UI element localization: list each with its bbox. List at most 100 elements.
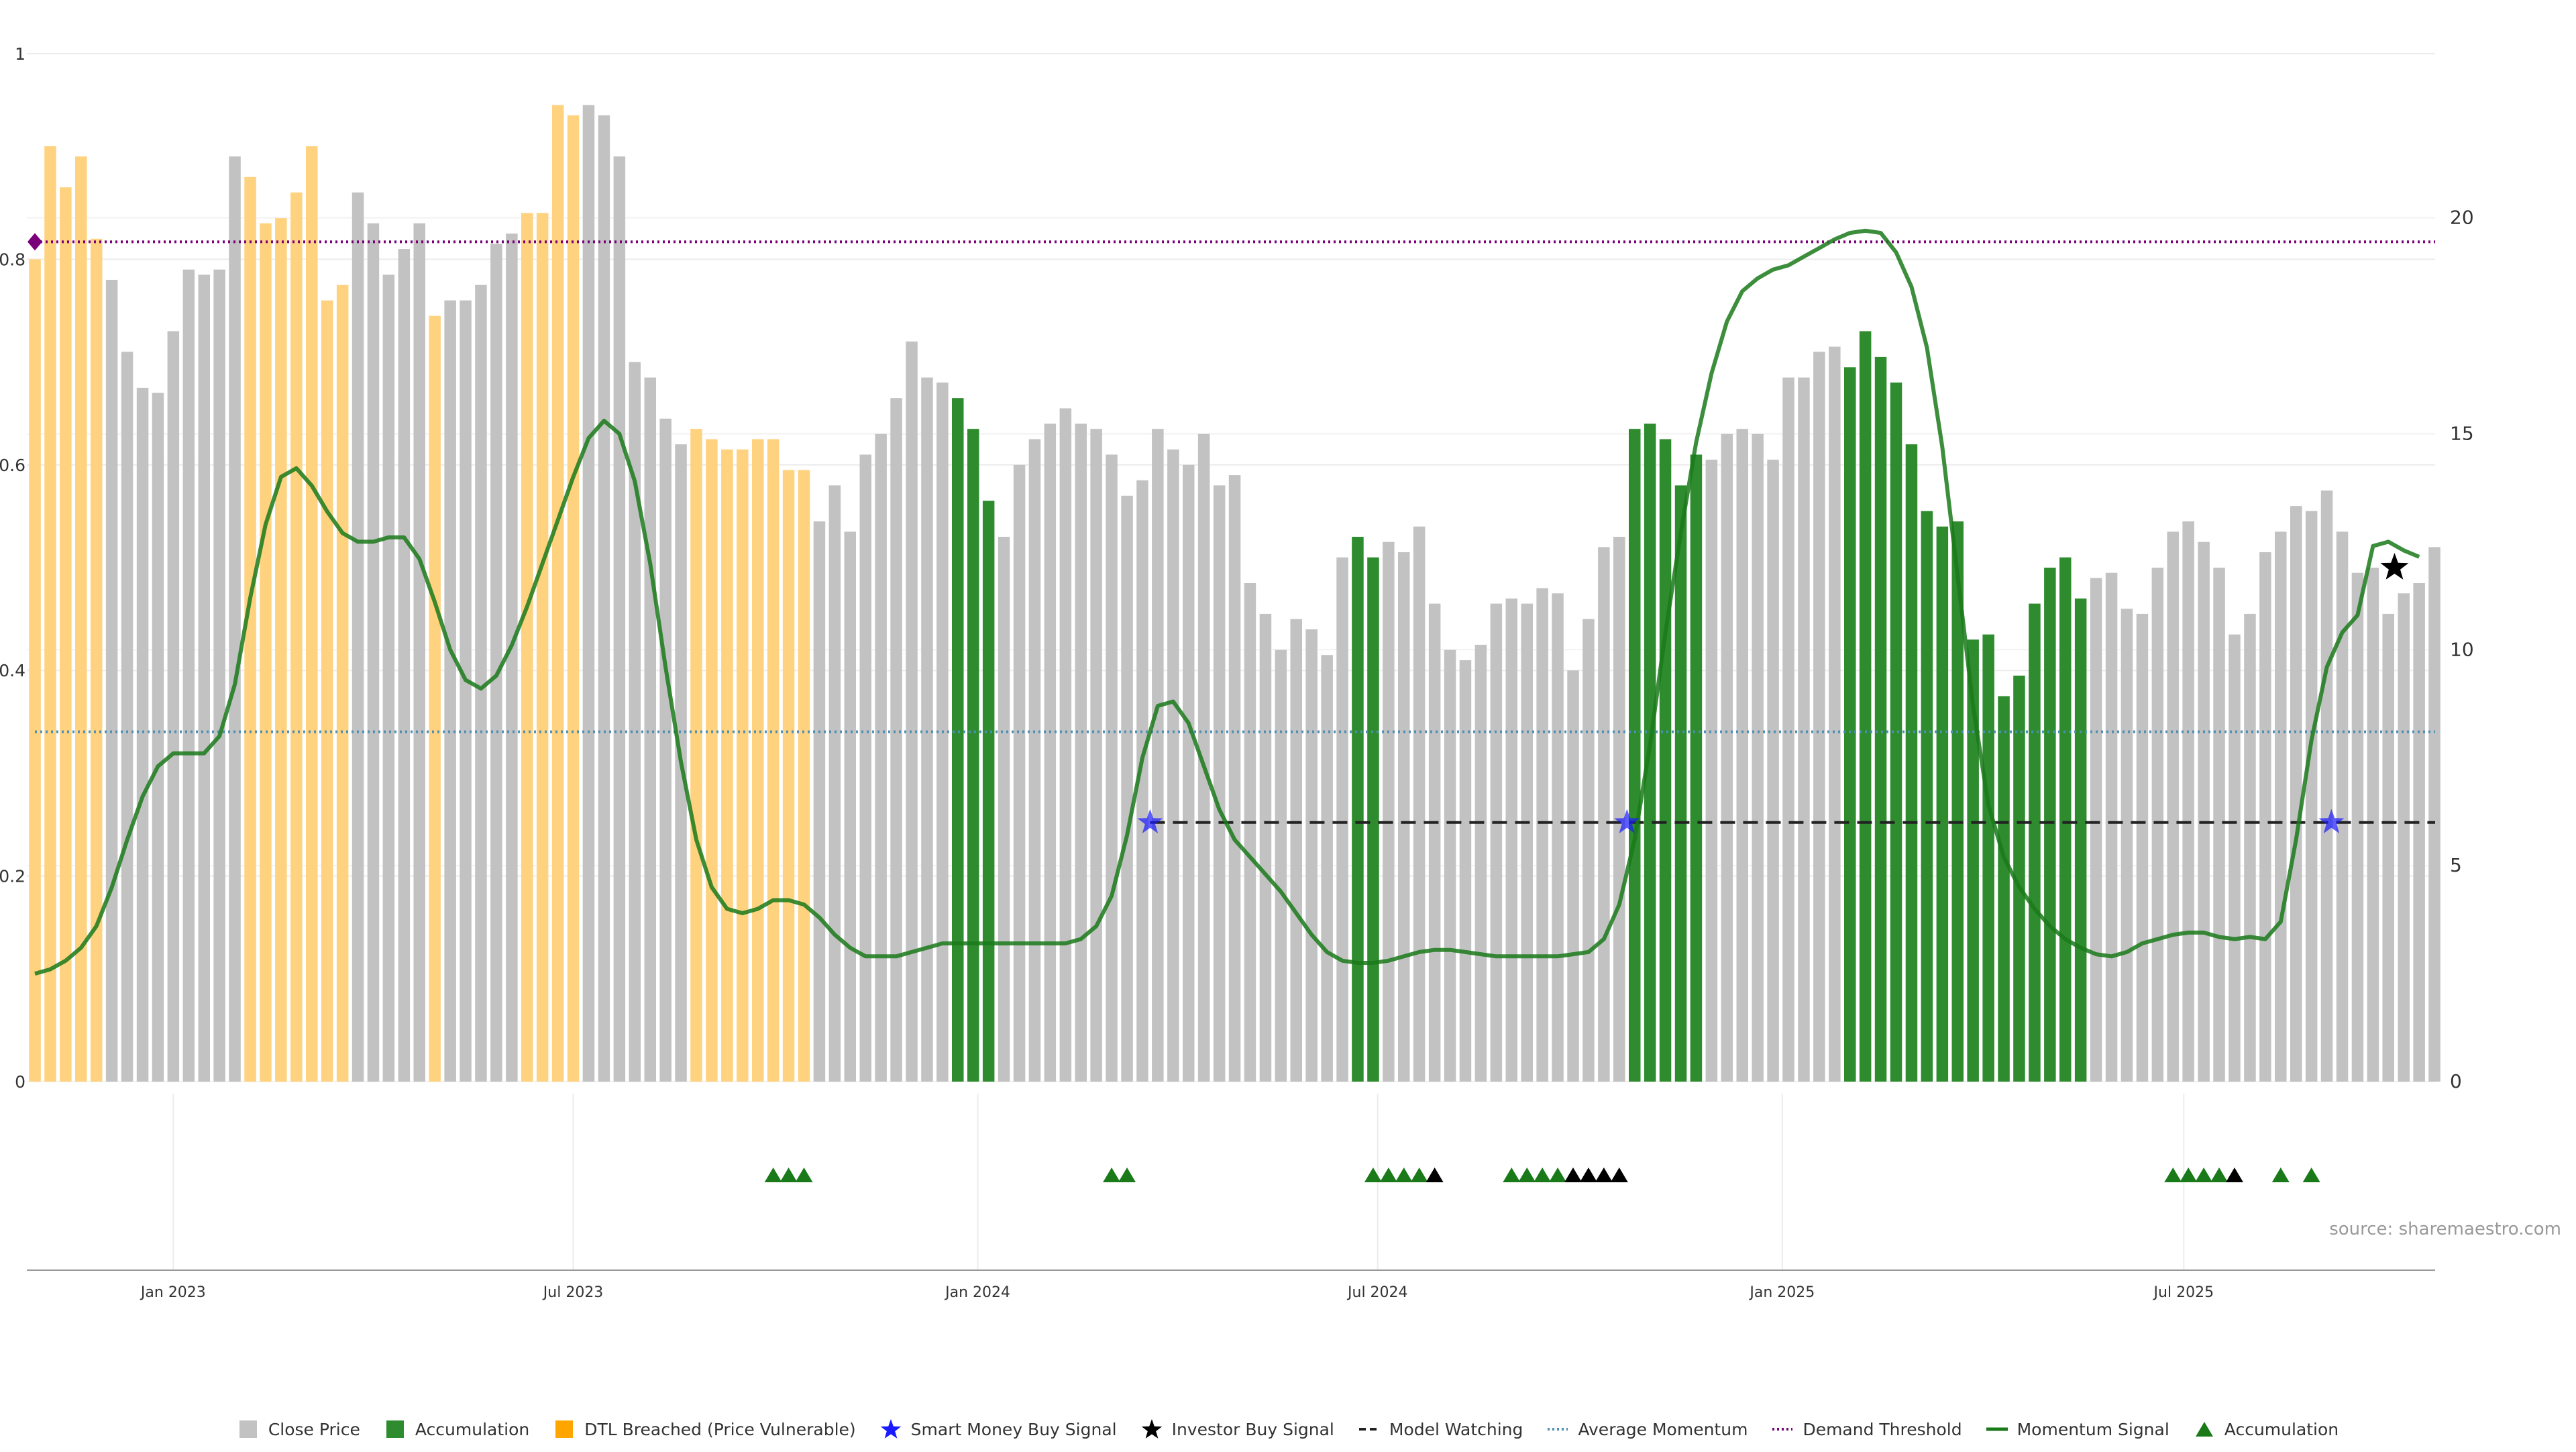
accumulation-bar — [1690, 454, 1703, 1082]
close-price-bar — [1428, 603, 1441, 1082]
close-price-bar — [1798, 377, 1810, 1082]
close-price-bar — [229, 156, 241, 1082]
legend-square-icon — [555, 1420, 574, 1438]
left-axis-tick-label: 0.4 — [0, 661, 25, 680]
dtl-breached-bar — [737, 449, 749, 1082]
legend-square-icon — [386, 1420, 404, 1438]
close-price-bar — [2275, 531, 2287, 1082]
accumulation-triangle — [1610, 1168, 1628, 1182]
close-price-bar — [1197, 433, 1210, 1082]
accumulation-triangle — [1564, 1168, 1582, 1182]
accumulation-bar — [1905, 444, 1918, 1082]
close-price-bar — [2336, 531, 2349, 1082]
close-price-bar — [2182, 521, 2194, 1082]
accumulation-bar — [1982, 634, 1994, 1082]
x-axis-tick-label: Jan 2023 — [140, 1284, 206, 1301]
close-price-bar — [1721, 433, 1733, 1082]
close-price-bar — [2229, 634, 2241, 1082]
accumulation-triangle — [2271, 1168, 2290, 1182]
dtl-breached-bar — [767, 439, 780, 1082]
accumulation-triangle — [1579, 1168, 1597, 1182]
close-price-bar — [2244, 613, 2256, 1082]
close-price-bar — [2413, 583, 2425, 1082]
close-price-bar — [1321, 655, 1333, 1082]
legend-item: Model Watching — [1358, 1418, 1523, 1440]
close-price-bar — [629, 362, 641, 1082]
close-price-bar — [1336, 557, 1348, 1082]
accumulation-triangle — [1549, 1168, 1567, 1182]
accumulation-triangle — [1503, 1168, 1521, 1182]
accumulation-triangle — [1410, 1168, 1428, 1182]
close-price-bar — [2136, 613, 2149, 1082]
accumulation-bar — [967, 429, 979, 1082]
accumulation-triangle — [1426, 1168, 1444, 1182]
close-price-bar — [1767, 460, 1779, 1082]
close-price-bar — [1490, 603, 1503, 1082]
accumulation-triangle — [795, 1168, 813, 1182]
close-price-bar — [198, 274, 210, 1082]
close-price-bar — [998, 537, 1010, 1082]
dtl-breached-bar — [44, 146, 56, 1082]
legend-star-icon — [880, 1419, 901, 1439]
close-price-bar — [828, 485, 841, 1082]
legend-item: Smart Money Buy Signal — [880, 1418, 1117, 1440]
accumulation-bar — [1936, 526, 1949, 1082]
accumulation-bar — [2013, 675, 2025, 1082]
dtl-breached-bar — [706, 439, 718, 1082]
close-price-bar — [136, 387, 149, 1082]
x-axis-tick-label: Jan 2025 — [1748, 1284, 1815, 1301]
accumulation-triangle — [2302, 1168, 2320, 1182]
legend-item: Close Price — [237, 1418, 360, 1440]
close-price-bar — [2198, 541, 2210, 1082]
close-price-bar — [1244, 583, 1256, 1082]
close-price-bar — [2398, 593, 2410, 1082]
legend-dot-icon — [1548, 1428, 1568, 1431]
accumulation-triangle — [1518, 1168, 1536, 1182]
x-axis-tick-label: Jul 2023 — [542, 1284, 604, 1301]
close-price-bar — [213, 269, 225, 1082]
left-axis-tick-label: 0.8 — [0, 250, 25, 269]
x-axis-tick-label: Jan 2024 — [944, 1284, 1010, 1301]
close-price-bar — [2105, 572, 2118, 1082]
smart-money-buy-signal-star — [1614, 809, 1640, 833]
close-price-bar — [182, 269, 195, 1082]
dtl-breached-bar — [244, 176, 256, 1082]
accumulation-triangle — [1595, 1168, 1613, 1182]
left-axis-tick-label: 1 — [15, 44, 25, 64]
close-price-bar — [598, 115, 610, 1082]
close-price-bar — [2090, 578, 2102, 1082]
smart-money-buy-signal-star — [2318, 809, 2345, 833]
close-price-bar — [1183, 464, 1195, 1082]
dtl-breached-bar — [75, 156, 87, 1082]
legend-label: Average Momentum — [1578, 1419, 1748, 1439]
accumulation-bar — [1890, 382, 1902, 1082]
demand-threshold-marker — [28, 233, 42, 251]
close-price-bar — [1613, 537, 1625, 1082]
dtl-breached-bar — [521, 213, 533, 1082]
close-price-bar — [1013, 464, 1026, 1082]
dtl-breached-bar — [290, 192, 303, 1082]
accumulation-triangle — [1103, 1168, 1121, 1182]
close-price-bar — [1090, 429, 1102, 1082]
close-price-bar — [1059, 408, 1072, 1082]
legend-triangle-icon — [2195, 1422, 2213, 1437]
close-price-bar — [1259, 613, 1272, 1082]
close-price-bar — [1044, 423, 1057, 1082]
accumulation-triangle — [1364, 1168, 1382, 1182]
close-price-bar — [2305, 511, 2318, 1082]
close-price-bar — [1383, 541, 1395, 1082]
dtl-breached-bar — [536, 213, 549, 1082]
legend-label: Smart Money Buy Signal — [910, 1419, 1117, 1439]
close-price-bar — [1305, 629, 1318, 1082]
accumulation-triangle — [1379, 1168, 1397, 1182]
dtl-breached-bar — [306, 146, 318, 1082]
close-price-bar — [1136, 480, 1148, 1082]
close-price-bar — [2167, 531, 2179, 1082]
close-price-bar — [1075, 423, 1087, 1082]
accumulation-bar — [1921, 511, 1933, 1082]
x-axis-tick-label: Jul 2024 — [1346, 1284, 1408, 1301]
close-price-bar — [490, 244, 502, 1082]
close-price-bar — [906, 342, 918, 1082]
close-price-bar — [1444, 650, 1456, 1082]
